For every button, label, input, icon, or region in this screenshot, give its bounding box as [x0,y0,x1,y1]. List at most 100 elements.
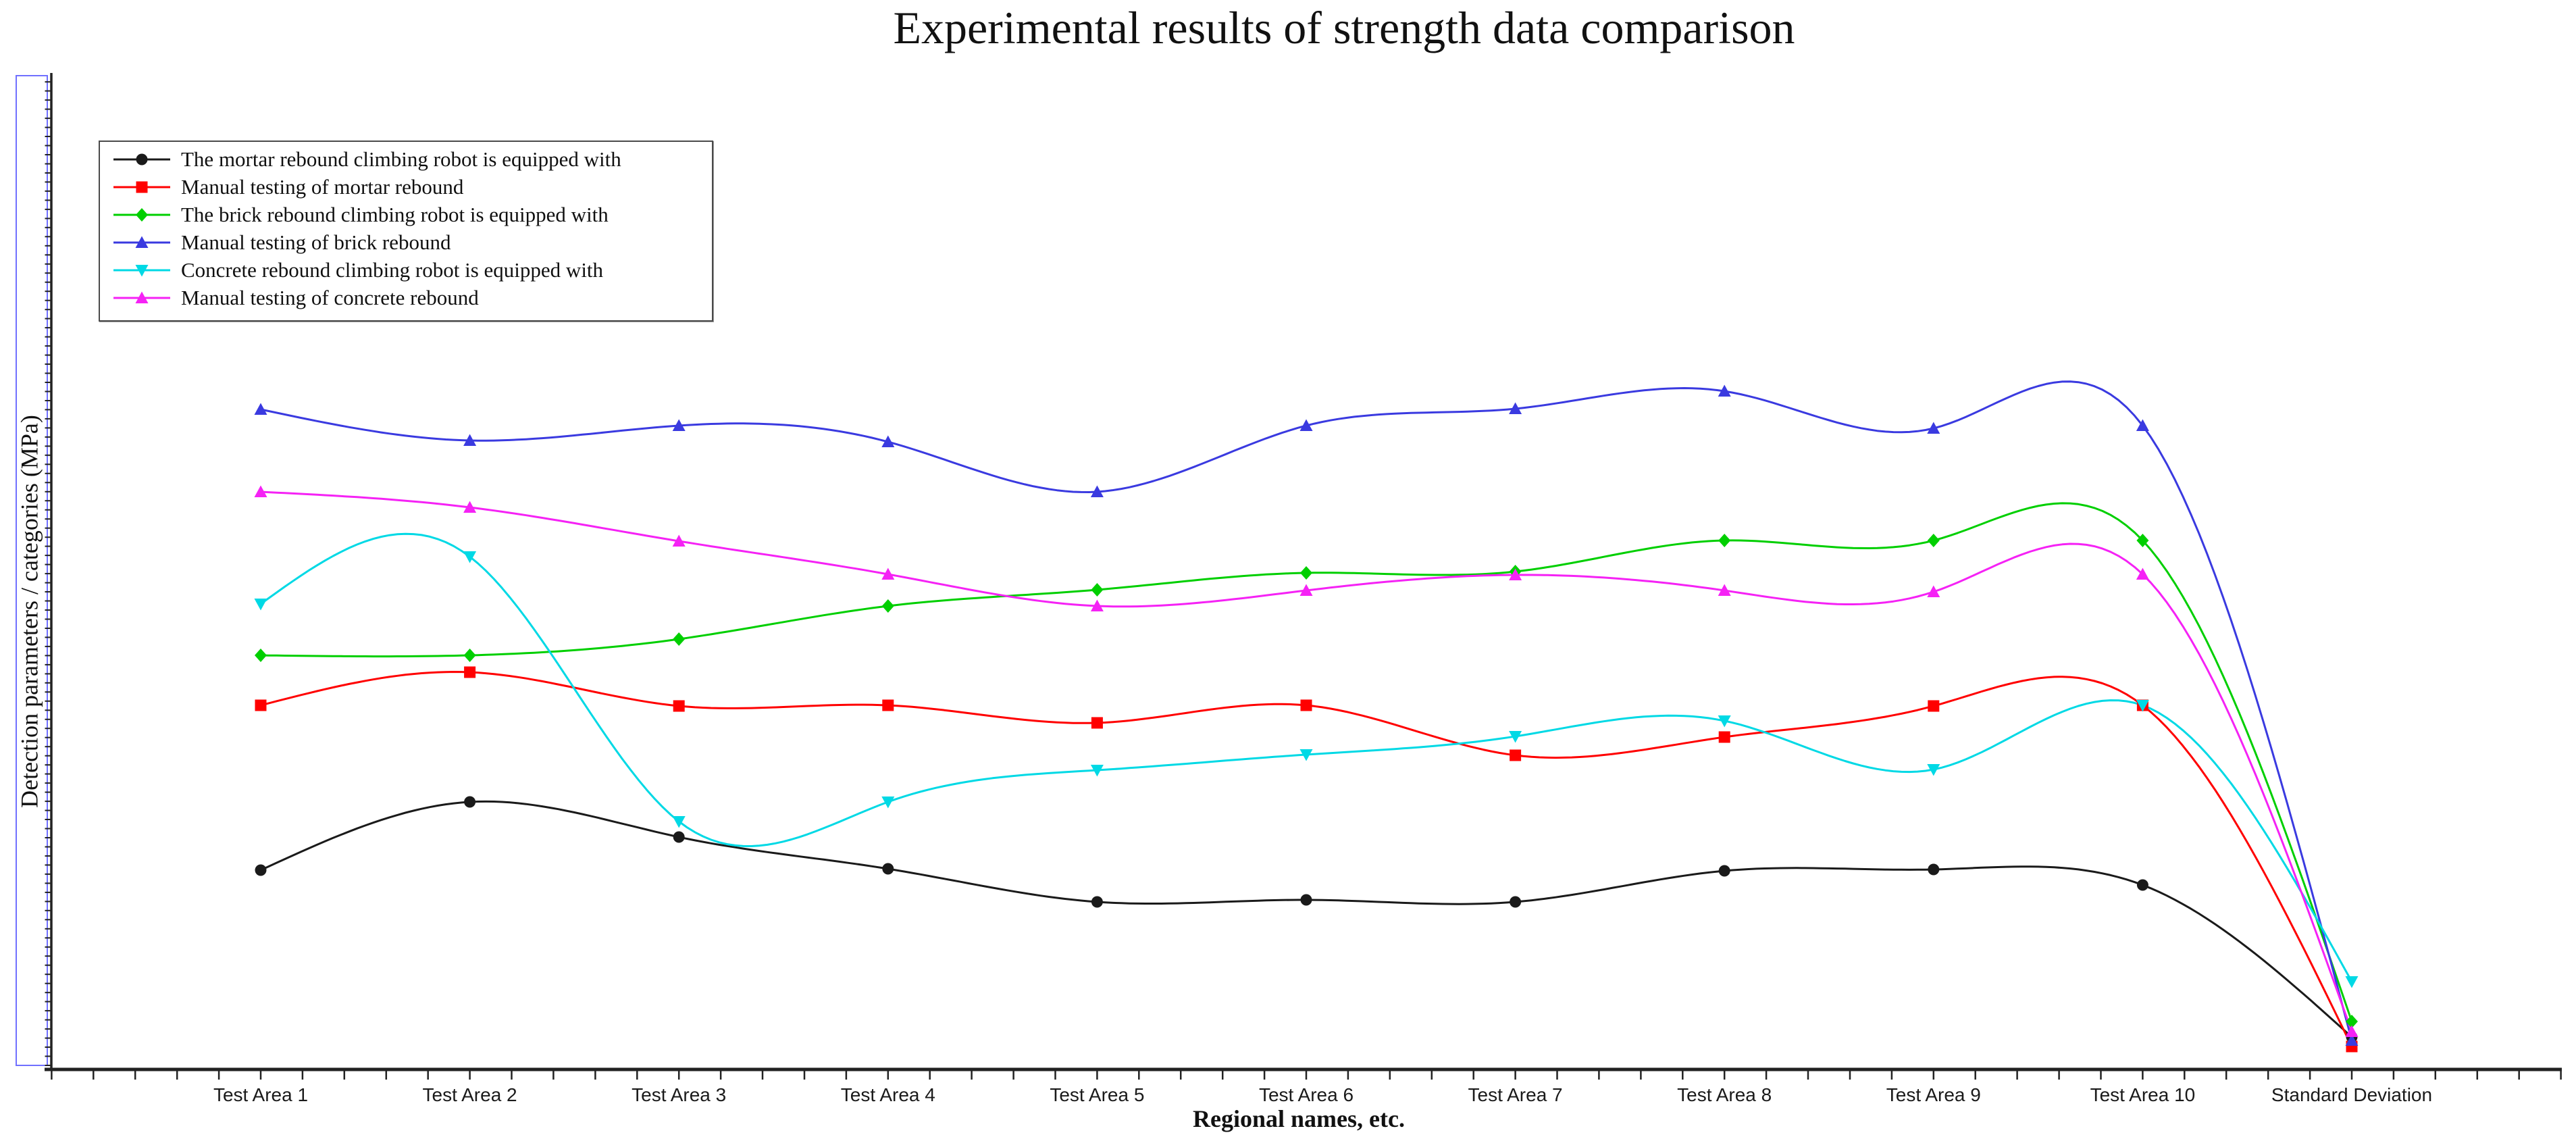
data-point-marker [2345,1025,2359,1037]
data-point-marker [2136,700,2149,712]
data-point-marker [1718,534,1731,547]
data-point-marker [881,797,895,809]
x-tick-label: Test Area 1 [213,1084,308,1105]
data-point-marker [1928,863,1940,876]
data-point-marker [2136,567,2149,580]
x-tick-label: Test Area 3 [632,1084,726,1105]
legend: The mortar rebound climbing robot is equ… [99,141,713,322]
data-point-marker [254,403,267,415]
legend-marker-icon [113,291,170,303]
chart-title: Experimental results of strength data co… [893,2,1795,53]
data-point-marker [1927,422,1940,434]
data-point-marker [1299,419,1313,431]
x-tick-label: Test Area 2 [423,1084,517,1105]
data-point-marker [1299,584,1313,596]
x-axis-ticks [51,1071,2562,1080]
data-point-marker [673,632,686,646]
legend-item-label: Concrete rebound climbing robot is equip… [181,257,604,282]
legend-item-label: Manual testing of mortar rebound [181,174,464,199]
y-axis-label-frame [16,75,48,1066]
data-point-marker [463,551,477,563]
data-point-marker [135,264,149,276]
data-point-marker [1510,896,1522,908]
data-point-marker [2345,1034,2359,1046]
legend-marker-icon [113,153,170,165]
data-point-marker [672,534,686,547]
data-point-marker [1091,717,1103,729]
data-point-marker [1927,764,1940,776]
data-point-marker [1927,534,1940,547]
data-point-marker [1090,485,1104,497]
x-tick-label: Test Area 5 [1050,1084,1144,1105]
data-point-marker [1718,715,1731,728]
series-line-0 [260,800,2353,1038]
legend-marker-icon [113,207,170,222]
legend-marker-icon [113,264,170,276]
data-point-marker [1300,566,1312,580]
y-axis-label: Detection parameters / categories (MPa) [16,415,43,808]
data-point-marker [882,863,894,875]
data-point-marker [1927,585,1940,597]
data-point-marker [881,435,895,447]
x-tick-labels: Test Area 1 Test Area 2 Test Area 3 Test Ar… [213,1084,2432,1105]
legend-item-label: Manual testing of concrete rebound [181,285,479,309]
data-point-marker [255,864,267,876]
x-tick-label: Test Area 7 [1468,1084,1563,1105]
data-point-marker [1928,700,1940,712]
data-point-marker [1300,894,1312,906]
legend-item-label: The mortar rebound climbing robot is equ… [181,147,621,171]
data-point-marker [135,236,149,248]
data-point-marker [1509,568,1522,580]
data-point-marker [881,567,895,580]
data-point-marker [1090,765,1104,777]
x-tick-label: Test Area 9 [1886,1084,1981,1105]
data-point-marker [881,599,894,613]
data-point-marker [1718,731,1730,743]
x-tick-label: Standard Deviation [2271,1084,2432,1105]
legend-marker-icon [113,236,170,248]
data-point-marker [2136,879,2148,891]
data-point-marker [1091,583,1104,597]
legend-item: The mortar rebound climbing robot is equ… [100,145,712,173]
data-point-marker [1091,896,1103,908]
data-point-marker [672,816,686,828]
data-point-marker [464,666,476,678]
x-tick-label: Test Area 4 [841,1084,935,1105]
data-point-marker [672,419,686,431]
x-tick-label: Test Area 6 [1259,1084,1354,1105]
legend-item: Manual testing of mortar rebound [100,173,712,201]
data-point-marker [1718,384,1731,397]
data-point-marker [463,649,476,662]
x-axis-label: Regional names, etc. [1193,1105,1405,1132]
data-point-marker [1509,731,1522,743]
data-point-marker [1300,699,1312,711]
data-point-marker [136,207,148,222]
data-point-marker [1299,749,1313,761]
data-point-marker [882,699,894,711]
data-point-marker [254,485,267,497]
legend-item: Concrete rebound climbing robot is equip… [100,256,712,284]
data-point-marker [463,501,477,513]
data-point-marker [1509,402,1522,414]
data-point-marker [673,700,685,712]
x-tick-label: Test Area 8 [1677,1084,1772,1105]
x-tick-label: Test Area 10 [2090,1084,2196,1105]
legend-item-label: Manual testing of brick rebound [181,230,451,254]
data-point-marker [2136,534,2149,547]
legend-marker-icon [113,181,170,193]
data-point-marker [255,699,267,711]
data-point-marker [135,291,149,303]
data-point-marker [136,153,148,165]
data-point-marker [255,649,267,662]
data-point-marker [2345,976,2359,988]
data-point-marker [1718,584,1731,596]
legend-item: The brick rebound climbing robot is equi… [100,201,712,228]
data-point-marker [2346,1015,2358,1028]
data-point-marker [254,599,267,611]
series-line-1 [260,671,2353,1047]
legend-item: Manual testing of brick rebound [100,228,712,256]
data-point-markers [254,384,2359,1053]
data-point-marker [1718,865,1730,877]
data-point-marker [463,434,477,446]
